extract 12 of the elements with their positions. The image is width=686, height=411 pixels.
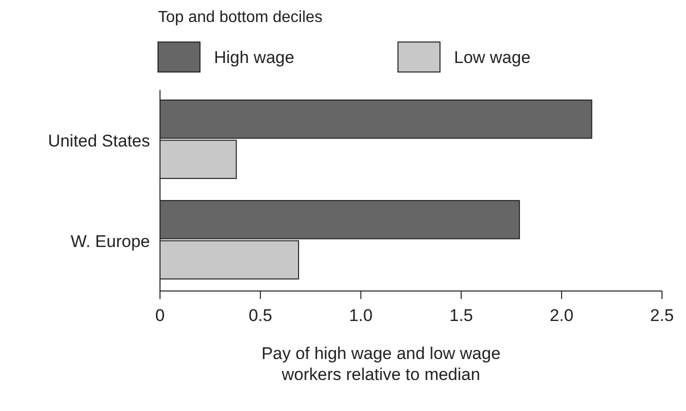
x-tick-label: 0.5 — [248, 306, 272, 325]
y-tick-label: W. Europe — [70, 232, 150, 251]
y-tick-label: United States — [48, 131, 150, 150]
x-tick-label: 1.0 — [348, 306, 373, 325]
x-tick-label: 2.5 — [650, 306, 674, 325]
x-tick-label: 1.5 — [449, 306, 474, 325]
x-tick-label: 2.0 — [550, 306, 574, 325]
legend-label: Low wage — [454, 48, 531, 67]
x-tick-label: 0 — [155, 306, 165, 325]
legend-title: Top and bottom deciles — [158, 9, 323, 26]
legend-label: High wage — [214, 48, 294, 67]
x-axis-title: Pay of high wage and low wage workers relative to median — [261, 344, 501, 384]
